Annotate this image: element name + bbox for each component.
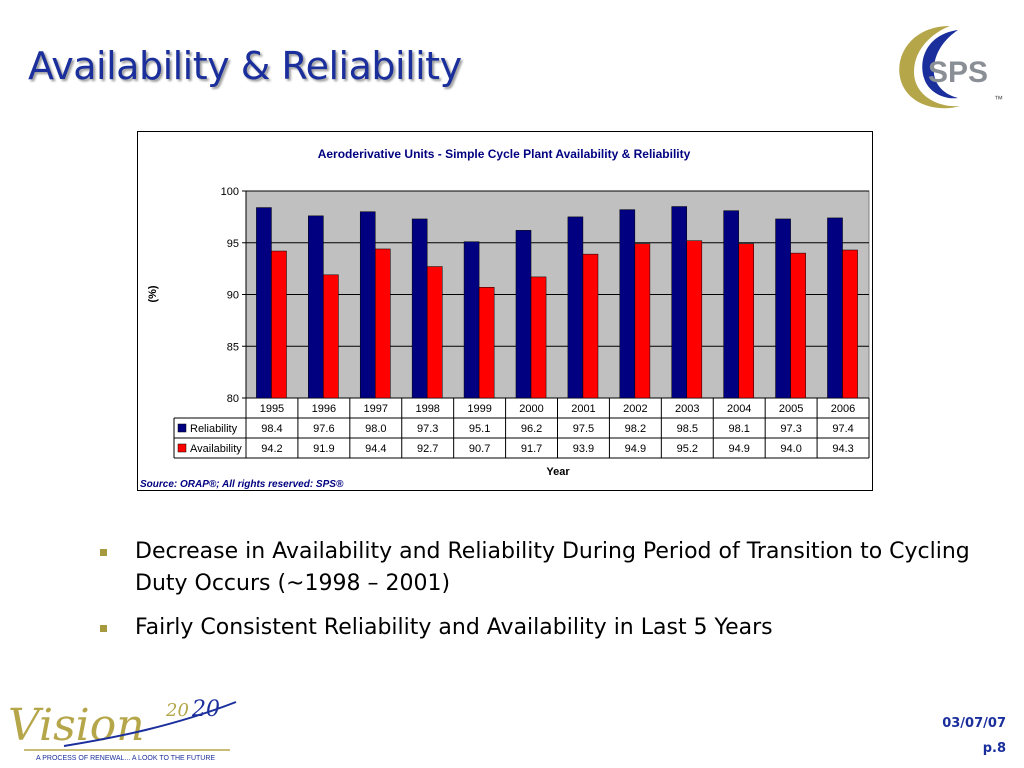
data-label-availability: 93.9 [573, 443, 594, 455]
bar-reliability-1997 [359, 211, 376, 399]
data-label-reliability: 98.1 [728, 423, 749, 435]
bar-reliability-2006 [827, 217, 843, 399]
sps-logo-swoosh-inner [922, 30, 958, 99]
sps-logo-swoosh [899, 26, 960, 109]
data-label-availability: 94.9 [728, 443, 749, 455]
data-label-availability: 95.2 [677, 443, 698, 455]
bar-chart: Aeroderivative Units - Simple Cycle Plan… [140, 147, 870, 490]
sps-logo: SPS ™ [899, 26, 1003, 109]
slide-title: Availability & Reliability [28, 44, 462, 88]
bar-reliability-1998 [411, 218, 428, 399]
bar-reliability-1996 [308, 215, 324, 399]
data-label-availability: 94.4 [365, 443, 386, 455]
y-tick-label: 80 [227, 393, 239, 405]
sps-logo-tm: ™ [994, 94, 1003, 104]
data-label-reliability: 98.5 [677, 423, 698, 435]
data-label-reliability: 97.4 [832, 423, 853, 435]
data-label-reliability: 98.0 [365, 423, 386, 435]
data-label-availability: 94.2 [261, 443, 282, 455]
data-label-reliability: 97.3 [417, 423, 438, 435]
data-label-reliability: 97.5 [573, 423, 594, 435]
data-label-availability: 94.9 [625, 443, 646, 455]
bar-reliability-2002 [619, 209, 636, 399]
data-label-reliability: 97.3 [780, 423, 801, 435]
x-tick-label: 2000 [519, 403, 543, 415]
bullet-item: Decrease in Availability and Reliability… [96, 536, 976, 600]
y-tick-label: 90 [227, 290, 239, 302]
data-label-reliability: 95.1 [469, 423, 490, 435]
x-tick-label: 2005 [779, 403, 803, 415]
chart-title: Aeroderivative Units - Simple Cycle Plan… [318, 147, 691, 161]
chart-xlabel: Year [546, 466, 570, 478]
legend-label-reliability: Reliability [190, 423, 238, 435]
square-bullet-icon [100, 625, 107, 632]
data-label-reliability: 98.2 [625, 423, 646, 435]
bar-availability-1999 [478, 287, 495, 399]
x-tick-label: 2002 [623, 403, 647, 415]
x-tick-label: 2004 [727, 403, 751, 415]
bar-availability-2005 [790, 252, 806, 399]
bar-availability-2002 [634, 243, 651, 399]
chart-panel: Aeroderivative Units - Simple Cycle Plan… [137, 131, 873, 491]
footer-page-number: p.8 [982, 741, 1006, 756]
x-tick-label: 1996 [312, 403, 336, 415]
vision-logo-year-a: 20 [165, 700, 189, 721]
legend-label-availability: Availability [190, 443, 242, 455]
data-label-reliability: 97.6 [313, 423, 334, 435]
bar-availability-1996 [323, 274, 339, 399]
x-tick-label: 2003 [675, 403, 699, 415]
data-label-availability: 91.7 [521, 443, 542, 455]
x-tick-label: 1999 [467, 403, 491, 415]
footer-date: 03/07/07 [942, 716, 1006, 731]
bullet-text: Decrease in Availability and Reliability… [135, 539, 970, 596]
sps-logo-text: SPS [928, 56, 988, 89]
bar-reliability-2004 [723, 210, 739, 399]
vision-2020-logo: Vision 20 20 A PROCESS OF RENEWAL... A L… [8, 697, 237, 762]
square-bullet-icon [100, 549, 107, 556]
y-tick-label: 100 [221, 186, 239, 198]
bar-reliability-1999 [463, 241, 480, 399]
legend-swatch-availability [177, 443, 187, 453]
x-tick-label: 1997 [364, 403, 388, 415]
vision-logo-tagline: A PROCESS OF RENEWAL... A LOOK TO THE FU… [36, 755, 215, 762]
data-label-availability: 92.7 [417, 443, 438, 455]
data-label-availability: 94.0 [780, 443, 801, 455]
bar-availability-2003 [686, 240, 703, 399]
vision-logo-swoosh [63, 701, 237, 747]
data-label-availability: 91.9 [313, 443, 334, 455]
chart-source: Source: ORAP®; All rights reserved: SPS® [140, 479, 344, 490]
bar-reliability-2003 [671, 206, 688, 399]
x-tick-label: 2001 [571, 403, 595, 415]
legend-swatch-reliability [177, 423, 187, 433]
x-tick-label: 2006 [831, 403, 855, 415]
data-label-reliability: 98.4 [261, 423, 282, 435]
bar-availability-2000 [530, 276, 547, 399]
x-tick-label: 1995 [260, 403, 284, 415]
bar-availability-1997 [375, 248, 391, 399]
chart-ylabel: (%) [147, 285, 159, 302]
bar-availability-2001 [582, 253, 599, 399]
bar-reliability-2000 [515, 230, 532, 399]
bar-reliability-1995 [256, 207, 272, 399]
bar-availability-1998 [426, 266, 443, 399]
bar-availability-2006 [842, 249, 858, 399]
x-tick-label: 1998 [415, 403, 439, 415]
data-label-availability: 90.7 [469, 443, 490, 455]
bar-reliability-2005 [775, 218, 791, 399]
y-tick-label: 95 [227, 238, 239, 250]
data-label-availability: 94.3 [832, 443, 853, 455]
data-label-reliability: 96.2 [521, 423, 542, 435]
y-tick-label: 85 [227, 341, 239, 353]
bullet-item: Fairly Consistent Reliability and Availa… [96, 612, 976, 644]
bar-availability-2004 [738, 243, 754, 399]
bar-availability-1995 [271, 250, 287, 399]
vision-logo-text: Vision [8, 700, 145, 751]
bullet-text: Fairly Consistent Reliability and Availa… [135, 615, 773, 640]
bar-reliability-2001 [567, 216, 584, 399]
bullet-list: Decrease in Availability and Reliability… [96, 536, 976, 656]
